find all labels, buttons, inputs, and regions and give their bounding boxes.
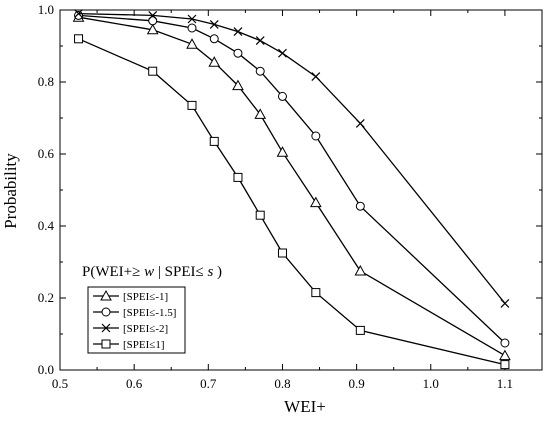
y-tick-label: 0.8 xyxy=(38,74,54,89)
series-point xyxy=(355,118,365,128)
y-tick-label: 0.0 xyxy=(38,362,54,377)
y-tick-label: 1.0 xyxy=(38,2,54,17)
series-point xyxy=(74,10,84,20)
x-axis-title: WEI+ xyxy=(284,397,326,416)
series-line xyxy=(78,14,506,344)
series-point xyxy=(277,248,287,258)
y-tick-label: 0.6 xyxy=(38,146,55,161)
legend-label: [SPEI≤1] xyxy=(123,339,164,351)
x-tick-label: 0.7 xyxy=(200,376,217,391)
annotation-mid: | SPEI≤ xyxy=(158,264,208,280)
series-point xyxy=(146,23,159,35)
series-point xyxy=(187,14,197,24)
series-point xyxy=(209,19,219,29)
series-point xyxy=(255,210,265,220)
y-axis-title: Probability xyxy=(1,153,20,229)
series-point xyxy=(209,34,219,44)
series-point xyxy=(311,72,321,82)
series-group xyxy=(74,34,510,370)
x-tick-label: 0.6 xyxy=(126,376,143,391)
series-group xyxy=(74,10,510,348)
annotation-w: w xyxy=(144,264,154,280)
series-point xyxy=(148,66,158,76)
series-point xyxy=(209,136,219,146)
legend-marker xyxy=(101,307,111,317)
legend-marker xyxy=(101,339,111,349)
series-point xyxy=(500,360,510,370)
series-point xyxy=(311,131,321,141)
legend-marker xyxy=(101,323,111,333)
legend: [SPEI≤-1] [SPEI≤-1.5] [SPEI≤-2] [SPEI≤1] xyxy=(87,286,186,354)
series-point xyxy=(74,9,83,19)
series-point xyxy=(148,16,158,26)
series-point xyxy=(187,23,197,33)
series-line xyxy=(78,12,506,304)
series-point xyxy=(233,172,243,182)
series-point xyxy=(233,27,243,37)
y-tick-label: 0.2 xyxy=(38,290,54,305)
series-point xyxy=(232,79,244,91)
series-point xyxy=(277,91,287,101)
series-point xyxy=(500,298,510,308)
x-tick-label: 0.8 xyxy=(274,376,290,391)
series-point xyxy=(254,108,267,119)
series-point xyxy=(355,201,365,211)
x-tick-label: 0.9 xyxy=(348,376,364,391)
x-tick-label: 1.0 xyxy=(423,376,439,391)
series-group xyxy=(74,9,510,308)
series-point xyxy=(311,288,321,298)
series-point xyxy=(74,34,84,44)
series-point xyxy=(208,56,221,67)
legend-marker xyxy=(100,289,112,301)
series-point xyxy=(355,325,365,335)
series-point xyxy=(500,338,510,348)
annotation-suffix: ) xyxy=(217,264,222,280)
probability-annotation: P(WEI+≥ w | SPEI≤ s ) xyxy=(82,264,222,280)
x-tick-label: 1.1 xyxy=(497,376,513,391)
axes-layer: 0.5 0.6 0.7 0.8 0.9 1.0 1.1 0.0 0.2 0.4 0.6 0.8 1.0 xyxy=(38,2,543,391)
legend-label: [SPEI≤-2] xyxy=(123,323,168,335)
series-line xyxy=(78,16,506,357)
series-point xyxy=(187,100,197,110)
series-point xyxy=(276,146,289,157)
series-layer xyxy=(72,9,511,370)
x-tick-label: 0.5 xyxy=(52,376,68,391)
series-point xyxy=(499,349,511,361)
annotation-prefix: P(WEI+≥ xyxy=(82,264,144,280)
y-tick-label: 0.4 xyxy=(38,218,55,233)
series-point xyxy=(278,48,287,58)
series-point xyxy=(186,38,198,49)
series-point xyxy=(233,48,243,58)
series-point xyxy=(148,10,158,20)
series-point xyxy=(309,196,322,208)
legend-label: [SPEI≤-1] xyxy=(123,291,168,303)
series-line xyxy=(78,38,506,366)
legend-label: [SPEI≤-1.5] xyxy=(123,307,176,319)
series-point xyxy=(255,36,265,46)
series-point xyxy=(255,66,265,76)
annotation-s: s xyxy=(207,264,213,280)
series-point xyxy=(354,264,367,276)
